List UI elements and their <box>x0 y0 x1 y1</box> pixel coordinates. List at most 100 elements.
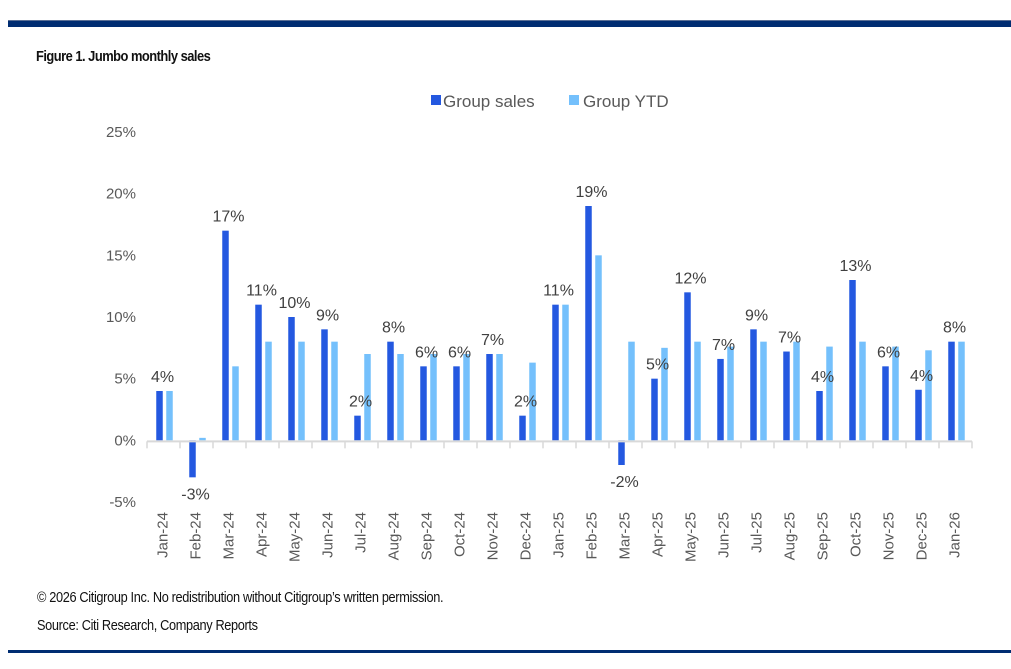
bar-group-sales <box>750 329 757 441</box>
bar-group-sales <box>486 354 493 441</box>
bar-group-ytd <box>628 341 635 441</box>
x-tick-label: Jul-24 <box>353 512 370 553</box>
bar-group-ytd <box>925 350 932 441</box>
bar-group-ytd <box>661 347 668 441</box>
bar-group-ytd <box>859 341 866 441</box>
legend-label-group-sales: Group sales <box>443 92 535 111</box>
x-tick-label: Oct-24 <box>452 512 469 557</box>
source-note: Source: Citi Research, Company Reports <box>37 618 258 634</box>
bar-group-sales <box>189 440 196 478</box>
x-tick-label: Jan-26 <box>947 512 964 558</box>
bar-group-ytd <box>430 354 437 441</box>
bar-group-ytd <box>793 341 800 441</box>
bar-group-sales <box>816 391 823 441</box>
data-label: 2% <box>514 394 537 411</box>
bar-group-ytd <box>958 341 965 441</box>
data-label: 4% <box>811 369 834 386</box>
x-tick-label: Feb-25 <box>584 512 601 560</box>
bar-group-sales <box>288 317 295 441</box>
bar-group-ytd <box>826 346 833 441</box>
x-axis: Jan-24 Feb-24 Mar-24 Apr-24 May-24 Jun-24 Jul-… <box>146 440 973 562</box>
data-label: 9% <box>316 307 339 324</box>
bar-group-sales <box>618 440 625 465</box>
data-label: 19% <box>575 184 607 201</box>
bar-group-ytd <box>727 346 734 441</box>
bottom-rule <box>8 650 1011 653</box>
data-label: 13% <box>839 258 871 275</box>
bar-group-ytd <box>364 354 371 441</box>
bar-group-sales <box>453 366 460 441</box>
x-tick-label: Dec-24 <box>518 512 535 560</box>
bar-group-ytd <box>199 437 206 441</box>
data-label: 6% <box>448 344 471 361</box>
x-tick-label: Aug-25 <box>782 512 799 560</box>
bar-group-ytd <box>397 354 404 441</box>
data-label: 6% <box>415 344 438 361</box>
legend-swatch-group-ytd <box>569 95 579 105</box>
x-tick-label: May-24 <box>287 512 304 562</box>
x-tick-label: Jun-24 <box>320 512 337 558</box>
data-labels: 4%-3%17%11%10%9%2%8%6% 6%7%2%11%19%-2%5%1… <box>151 184 966 503</box>
data-label: 7% <box>481 332 504 349</box>
bar-group-ytd <box>331 341 338 441</box>
x-tick-label: Apr-25 <box>650 512 667 557</box>
data-label: 4% <box>151 369 174 386</box>
bar-group-sales <box>552 304 559 441</box>
x-tick-label: Nov-25 <box>881 512 898 560</box>
legend: Group sales Group YTD <box>431 92 669 111</box>
bar-group-ytd <box>166 391 173 441</box>
x-tick-label: Sep-25 <box>815 512 832 560</box>
figure-title: Figure 1. Jumbo monthly sales <box>36 48 211 65</box>
data-label: 7% <box>778 330 801 347</box>
bar-group-ytd <box>694 341 701 441</box>
y-tick-label: -5% <box>109 494 136 511</box>
data-label: 10% <box>278 295 310 312</box>
data-label: 9% <box>745 307 768 324</box>
x-tick-label: Nov-24 <box>485 512 502 560</box>
bar-group-ytd <box>595 255 602 441</box>
x-tick-label: Oct-25 <box>848 512 865 557</box>
data-label: -2% <box>610 474 638 491</box>
bar-group-sales <box>684 292 691 441</box>
x-tick-label: Jun-25 <box>716 512 733 558</box>
bar-group-sales <box>651 378 658 441</box>
y-axis: -5% 0% 5% 10% 15% 20% 25% <box>106 124 136 511</box>
bar-group-sales <box>420 366 427 441</box>
x-tick-label: Aug-24 <box>386 512 403 560</box>
bar-group-ytd <box>298 341 305 441</box>
x-tick-label: Jul-25 <box>749 512 766 553</box>
bar-group-sales <box>915 389 922 441</box>
bar-group-sales <box>321 329 328 441</box>
bar-group-sales <box>255 304 262 441</box>
data-label: 11% <box>543 283 574 300</box>
x-tick-label: Feb-24 <box>188 512 205 560</box>
bar-group-ytd <box>562 304 569 441</box>
bar-group-sales <box>519 415 526 441</box>
data-label: 8% <box>382 320 405 337</box>
bar-group-ytd <box>529 362 536 441</box>
bar-group-sales <box>585 206 592 441</box>
data-label: 6% <box>877 344 900 361</box>
x-tick-label: Apr-24 <box>254 512 271 557</box>
x-tick-label: Jan-25 <box>551 512 568 558</box>
data-label: 11% <box>246 283 277 300</box>
data-label: 17% <box>212 209 244 226</box>
bar-group-sales <box>948 341 955 441</box>
bar-group-sales <box>882 366 889 441</box>
y-tick-label: 5% <box>114 371 136 388</box>
bars <box>156 206 965 478</box>
y-tick-label: 10% <box>106 309 136 326</box>
data-label: 8% <box>943 320 966 337</box>
bar-group-ytd <box>496 354 503 441</box>
x-tick-label: Dec-25 <box>914 512 931 560</box>
bar-group-ytd <box>892 346 899 441</box>
bar-group-sales <box>354 415 361 441</box>
data-label: -3% <box>181 486 209 503</box>
x-tick-label: Mar-25 <box>617 512 634 560</box>
legend-swatch-group-sales <box>431 95 441 105</box>
x-tick-label: Mar-24 <box>221 512 238 560</box>
x-tick-label: Jan-24 <box>155 512 172 558</box>
data-label: 2% <box>349 394 372 411</box>
bar-group-ytd <box>463 354 470 441</box>
